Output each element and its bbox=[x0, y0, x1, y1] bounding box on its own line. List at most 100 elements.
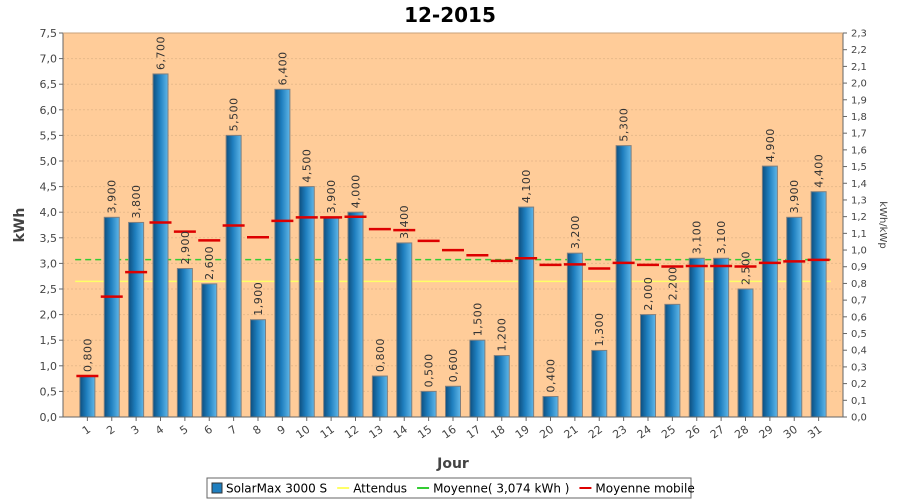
x-tick-label: 11 bbox=[318, 423, 337, 442]
y-tick-label: 0,5 bbox=[40, 385, 58, 398]
y-tick-label: 5,5 bbox=[40, 129, 58, 142]
bar bbox=[713, 257, 730, 418]
y-tick-label: 2,5 bbox=[40, 283, 58, 296]
value-label: 3,800 bbox=[130, 184, 143, 218]
bar bbox=[737, 288, 754, 418]
y2-tick-label: 0,3 bbox=[851, 362, 867, 373]
bar bbox=[128, 221, 145, 418]
x-tick-label: 24 bbox=[635, 423, 654, 442]
value-label: 5,300 bbox=[618, 108, 631, 142]
bar bbox=[810, 191, 827, 418]
x-tick-label: 20 bbox=[537, 423, 556, 442]
y2-tick-label: 0,5 bbox=[851, 329, 867, 340]
bar bbox=[420, 390, 437, 418]
bar bbox=[445, 385, 461, 418]
value-label: 0,800 bbox=[81, 338, 94, 372]
x-tick-label: 21 bbox=[562, 423, 581, 442]
bar bbox=[396, 242, 413, 418]
value-label: 0,800 bbox=[374, 338, 387, 372]
x-tick-label: 17 bbox=[464, 423, 483, 442]
value-label: 3,400 bbox=[398, 205, 411, 239]
bar bbox=[469, 339, 486, 418]
x-tick-label: 8 bbox=[251, 423, 264, 438]
y2-tick-label: 0,8 bbox=[851, 279, 867, 290]
value-label: 1,300 bbox=[593, 312, 606, 346]
y2-tick-label: 1,4 bbox=[851, 179, 867, 190]
y2-tick-label: 1,9 bbox=[851, 95, 867, 106]
value-label: 2,200 bbox=[666, 266, 679, 300]
x-tick-label: 13 bbox=[367, 423, 386, 442]
y-tick-label: 4,5 bbox=[40, 181, 58, 194]
x-tick-label: 7 bbox=[226, 423, 239, 438]
y2-tick-label: 1,1 bbox=[851, 229, 867, 240]
bar bbox=[591, 349, 608, 418]
y2-tick-label: 0,0 bbox=[851, 413, 867, 424]
value-label: 3,900 bbox=[788, 179, 801, 213]
value-label: 1,200 bbox=[496, 318, 509, 352]
bar bbox=[664, 303, 681, 418]
y2-tick-label: 0,4 bbox=[851, 346, 867, 357]
plot-area bbox=[63, 33, 843, 417]
y-tick-label: 2,0 bbox=[40, 309, 58, 322]
y-tick-label: 4,0 bbox=[40, 206, 58, 219]
value-label: 0,500 bbox=[423, 353, 436, 387]
value-label: 6,400 bbox=[276, 51, 289, 85]
legend-swatch bbox=[211, 482, 223, 494]
x-tick-label: 5 bbox=[177, 423, 190, 438]
bar bbox=[347, 211, 364, 418]
bar bbox=[371, 375, 388, 418]
grid bbox=[63, 58, 843, 392]
value-label: 2,600 bbox=[203, 246, 216, 280]
x-tick-label: 14 bbox=[391, 423, 410, 442]
x-axis-label: Jour bbox=[436, 456, 469, 472]
y2-tick-label: 2,3 bbox=[851, 29, 867, 40]
value-label: 3,200 bbox=[569, 215, 582, 249]
value-label: 5,500 bbox=[228, 97, 241, 131]
y2-tick-label: 0,7 bbox=[851, 296, 867, 307]
bars bbox=[79, 73, 827, 418]
reference-lines bbox=[75, 258, 831, 283]
x-tick-label: 28 bbox=[732, 423, 751, 442]
y2-tick-labels: 0,0 0,1 0,2 0,3 0,4 0,5 0,6 0,7 0,8 0,9 1,0 1,1 1,2 1… bbox=[843, 29, 867, 424]
x-tick-label: 26 bbox=[684, 423, 703, 442]
value-label: 2,500 bbox=[740, 251, 753, 285]
value-label: 2,000 bbox=[642, 277, 655, 311]
value-label: 4,500 bbox=[301, 149, 314, 183]
bar bbox=[761, 165, 778, 418]
y2-tick-label: 2,1 bbox=[851, 62, 867, 73]
moving-average bbox=[76, 215, 830, 378]
x-tick-label: 23 bbox=[610, 423, 629, 442]
y2-tick-label: 2,2 bbox=[851, 45, 867, 56]
x-tick-label: 6 bbox=[202, 423, 215, 438]
y-axis-label: kWh bbox=[12, 208, 28, 243]
x-tick-labels: 1 2 3 4 5 6 7 8 9 10 11 12 13 14 15 16 17 18 19 20 21 22 23 24 2… bbox=[80, 417, 824, 441]
x-tick-label: 1 bbox=[80, 423, 93, 438]
bar bbox=[615, 145, 632, 418]
y2-tick-label: 0,6 bbox=[851, 312, 867, 323]
bar bbox=[201, 283, 218, 418]
bar bbox=[640, 314, 656, 418]
x-tick-label: 25 bbox=[659, 423, 678, 442]
y2-tick-label: 1,0 bbox=[851, 246, 867, 257]
value-label: 4,400 bbox=[813, 154, 826, 188]
y2-tick-label: 1,7 bbox=[851, 129, 867, 140]
bar bbox=[688, 257, 705, 418]
y2-tick-label: 0,9 bbox=[851, 262, 867, 273]
chart-title: 12-2015 bbox=[404, 3, 496, 27]
value-label: 3,100 bbox=[691, 220, 704, 254]
bar bbox=[493, 355, 510, 418]
bar bbox=[542, 396, 559, 418]
y2-tick-label: 1,3 bbox=[851, 195, 867, 206]
x-tick-label: 9 bbox=[275, 423, 288, 438]
bar bbox=[786, 216, 803, 418]
y-tick-label: 3,0 bbox=[40, 257, 58, 270]
y2-tick-label: 0,1 bbox=[851, 396, 867, 407]
x-tick-label: 12 bbox=[342, 423, 361, 442]
y2-tick-label: 2,0 bbox=[851, 79, 867, 90]
y-tick-label: 6,5 bbox=[40, 78, 58, 91]
value-label: 0,400 bbox=[545, 359, 558, 393]
bar bbox=[566, 252, 583, 418]
value-label: 4,900 bbox=[764, 128, 777, 162]
bar bbox=[250, 319, 266, 418]
